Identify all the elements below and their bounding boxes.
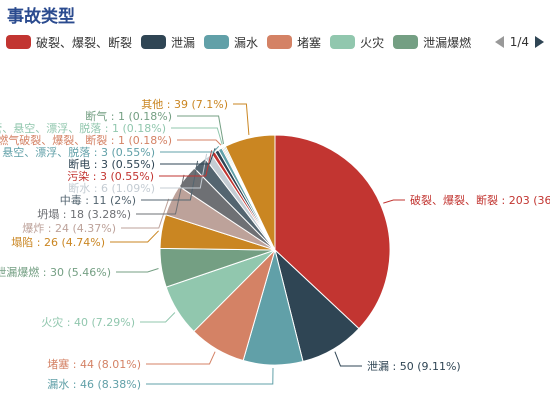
legend: 破裂、爆裂、断裂 泄漏 漏水 堵塞 火灾 泄漏爆燃 (6, 32, 480, 52)
slice-label: 燃气破裂、爆裂、断裂 : 1 (0.18%) (0, 133, 172, 147)
label-leader-line (233, 103, 250, 135)
slice-label: 断水 : 6 (1.09%) (68, 181, 155, 195)
legend-label: 泄漏 (171, 35, 196, 50)
slice-label: 其他 : 39 (7.1%) (141, 98, 228, 111)
label-leader-line (160, 153, 208, 189)
legend-swatch (393, 35, 419, 49)
slice-label: 断电 : 3 (0.55%) (68, 157, 155, 171)
label-leader-line (383, 199, 405, 204)
slice-label: 泄漏爆燃 : 30 (5.46%) (0, 265, 111, 279)
legend-item[interactable]: 泄漏 (141, 34, 195, 51)
legend-label: 破裂、爆裂、断裂 (36, 35, 133, 50)
label-leader-line (146, 367, 274, 385)
slice-label: 污染 : 3 (0.55%) (67, 169, 154, 183)
legend-item[interactable]: 泄漏爆燃 (393, 34, 471, 51)
slice-label: 悬空、漂浮、脱落 : 3 (0.55%) (2, 145, 155, 159)
label-leader-line (177, 139, 222, 146)
label-leader-line (171, 127, 223, 145)
label-leader-line (141, 160, 199, 201)
legend-label: 火灾 (360, 35, 385, 50)
label-leader-line (160, 145, 220, 153)
legend-prev-icon[interactable] (494, 36, 504, 48)
legend-item[interactable]: 火灾 (330, 34, 384, 51)
legend-swatch (6, 35, 31, 49)
label-leader-line (146, 351, 216, 365)
slice-label: 泄漏 : 50 (9.11%) (367, 360, 461, 373)
pie-slice[interactable] (224, 134, 276, 251)
label-leader-line (177, 115, 224, 144)
legend-next-icon[interactable] (535, 36, 544, 48)
legend-item[interactable]: 破裂、爆裂、断裂 (6, 34, 132, 51)
slice-label: 坍塌 : 18 (3.28%) (37, 207, 131, 221)
slice-label: 破裂、爆裂、断裂 : 203 (36. (410, 193, 550, 207)
legend-label: 泄漏爆燃 (423, 35, 472, 50)
slice-label: 断气 : 1 (0.18%) (85, 109, 172, 123)
legend-label: 堵塞 (297, 35, 322, 50)
legend-swatch (267, 35, 293, 49)
label-leader-line (110, 230, 159, 243)
slice-label: 塌陷 : 26 (4.74%) (11, 235, 105, 249)
legend-swatch (204, 35, 230, 49)
legend-label: 漏水 (234, 35, 259, 50)
legend-item[interactable]: 堵塞 (267, 34, 321, 51)
legend-pager: 1/4 (488, 32, 544, 52)
chart-title: 事故类型 (7, 7, 75, 27)
slice-label: 中毒 : 11 (2%) (60, 194, 136, 207)
slice-label: 漏水 : 46 (8.38%) (47, 378, 141, 391)
legend-swatch (330, 35, 356, 49)
pie-slice[interactable] (274, 134, 391, 330)
label-leader-line (160, 148, 216, 165)
legend-swatch (141, 35, 167, 49)
slice-label: 堵塞 : 44 (8.01%) (47, 357, 141, 371)
legend-item[interactable]: 漏水 (204, 34, 258, 51)
slice-label: 裸管、悬空、漂浮、脱落 : 1 (0.18%) (0, 121, 166, 135)
label-leader-line (159, 150, 213, 177)
label-leader-line (334, 351, 362, 367)
legend-page-label: 1/4 (509, 35, 529, 49)
slice-label: 爆炸 : 24 (4.37%) (22, 221, 116, 235)
label-leader-line (121, 198, 170, 229)
slice-label: 火灾 : 40 (7.29%) (41, 315, 135, 329)
label-leader-line (140, 312, 176, 323)
label-leader-line (116, 268, 159, 273)
